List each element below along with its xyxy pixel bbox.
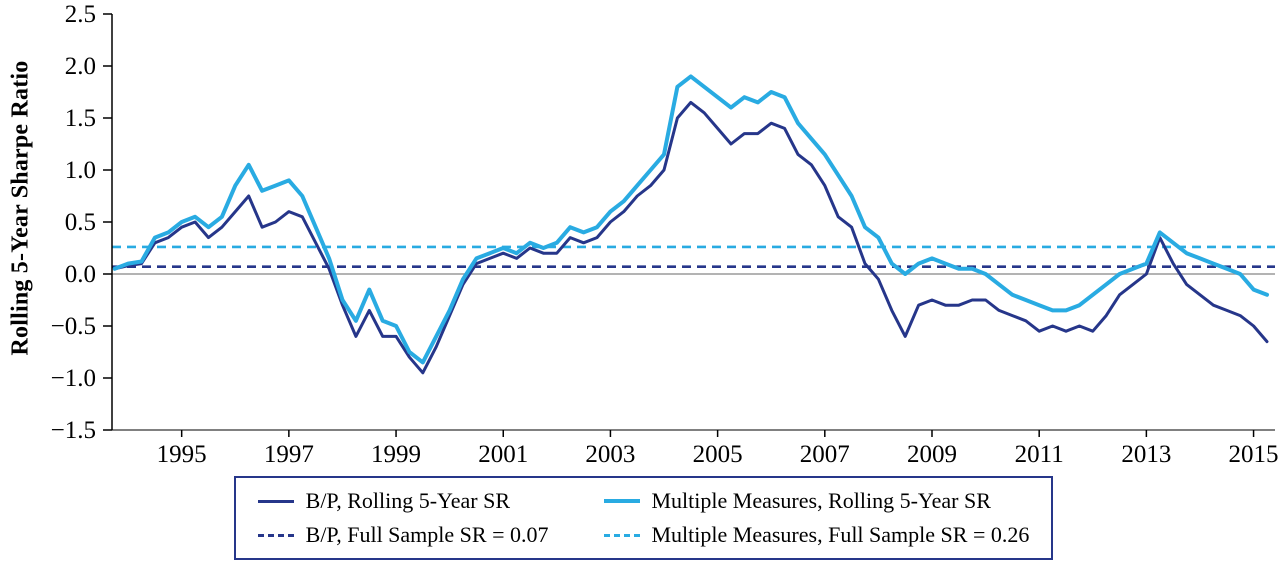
svg-text:1997: 1997 [264,441,314,468]
dashed-cyan-line-sample [603,533,640,537]
chart-plot-area: 2.5 2.0 1.5 1.0 0.5 0.0 −0.5 −1.0 −1.5 1995 1997 19… [51,1,1279,468]
svg-text:0.5: 0.5 [65,209,96,236]
svg-text:−1.5: −1.5 [51,417,96,444]
svg-text:2001: 2001 [478,441,528,468]
svg-text:−1.0: −1.0 [51,365,96,392]
svg-text:2015: 2015 [1229,441,1279,468]
solid-cyan-line-sample [603,499,640,503]
legend-label-mm-rolling: Multiple Measures, Rolling 5-Year SR [651,488,991,513]
legend-label-bp-rolling: B/P, Rolling 5-Year SR [305,488,511,513]
legend-item-mm-fullsample: Multiple Measures, Full Sample SR = 0.26 [603,522,1030,548]
svg-text:2007: 2007 [800,441,850,468]
legend-label-bp-fullsample: B/P, Full Sample SR = 0.07 [305,522,549,547]
svg-text:−0.5: −0.5 [51,313,96,340]
svg-text:2013: 2013 [1121,441,1171,468]
legend: B/P, Rolling 5-Year SR Multiple Measures… [233,476,1054,560]
svg-text:2011: 2011 [1015,441,1064,468]
svg-text:1.5: 1.5 [65,105,96,132]
legend-container: B/P, Rolling 5-Year SR Multiple Measures… [0,476,1287,560]
svg-text:1.0: 1.0 [65,157,96,184]
svg-text:2.5: 2.5 [65,1,96,28]
svg-text:1995: 1995 [157,441,207,468]
svg-text:2003: 2003 [585,441,635,468]
svg-text:2005: 2005 [693,441,743,468]
legend-item-mm-rolling: Multiple Measures, Rolling 5-Year SR [603,488,1030,514]
svg-text:2.0: 2.0 [65,53,96,80]
y-axis-title: Rolling 5-Year Sharpe Ratio [7,60,34,356]
legend-item-bp-rolling: B/P, Rolling 5-Year SR [257,488,549,514]
dashed-navy-line-sample [257,533,294,537]
svg-text:1999: 1999 [371,441,421,468]
svg-text:2009: 2009 [907,441,957,468]
solid-navy-line-sample [257,499,294,503]
svg-text:0.0: 0.0 [65,261,96,288]
legend-label-mm-fullsample: Multiple Measures, Full Sample SR = 0.26 [651,522,1030,547]
legend-item-bp-fullsample: B/P, Full Sample SR = 0.07 [257,522,549,548]
